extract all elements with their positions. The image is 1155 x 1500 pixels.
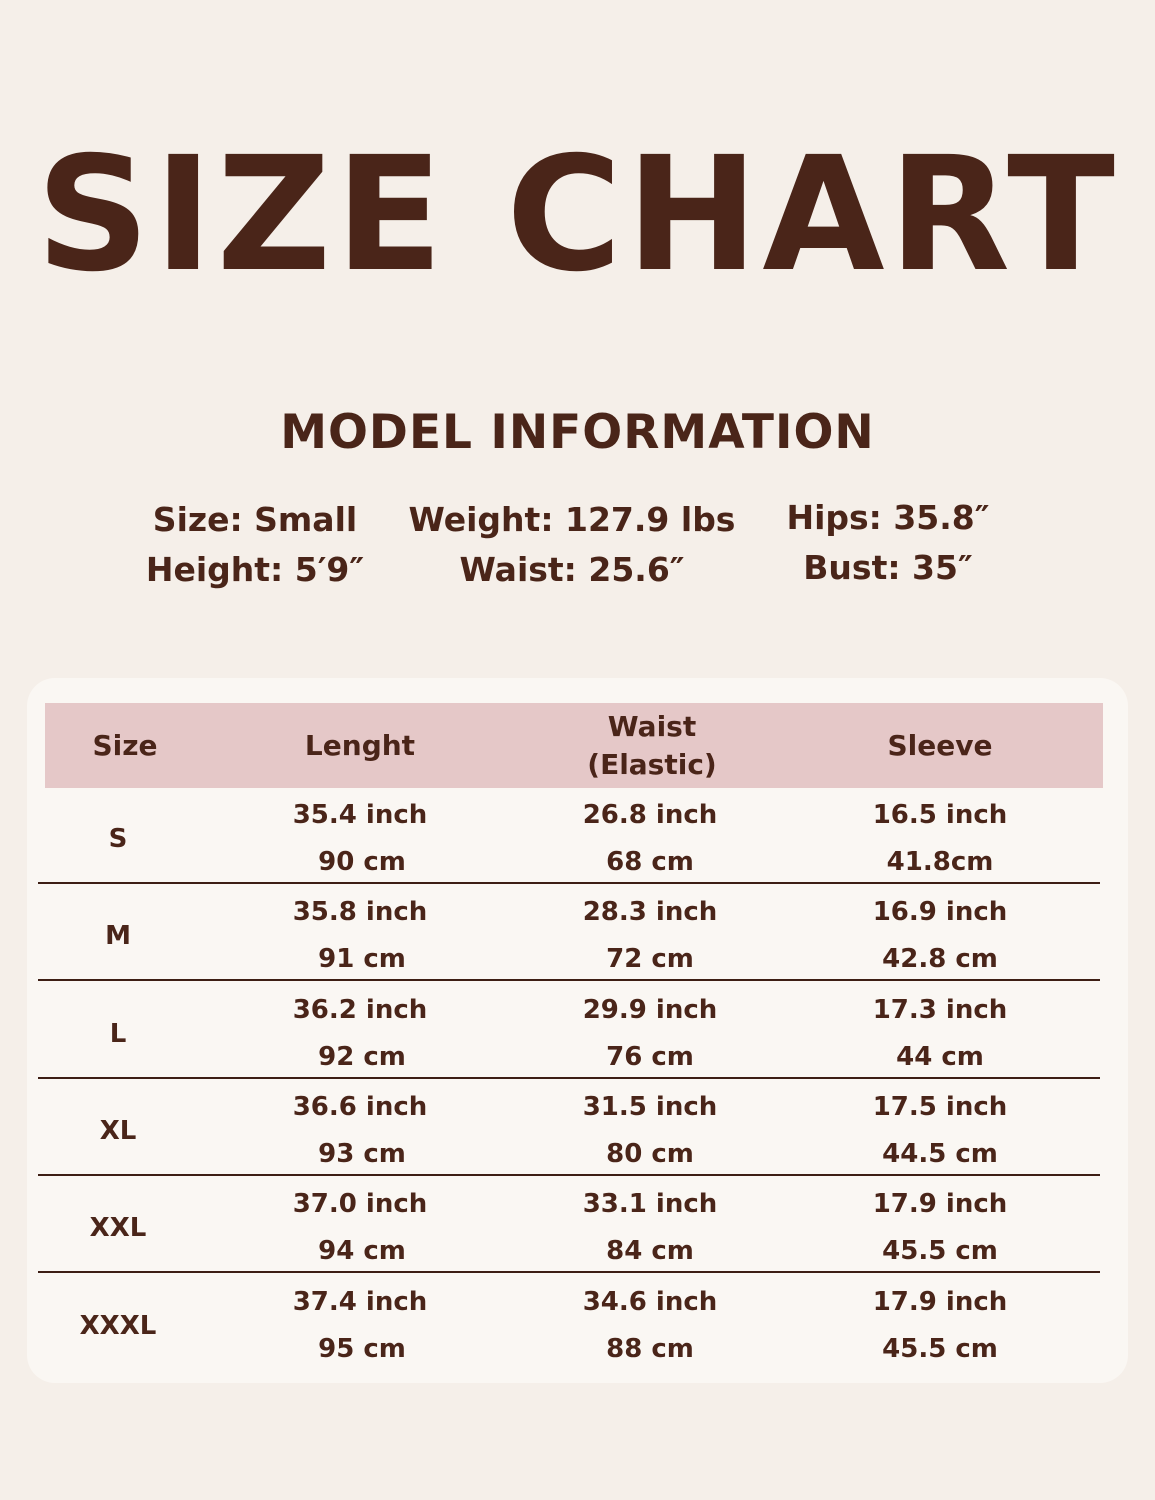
model-weight: Weight: 127.9 lbs [408, 500, 736, 539]
sleeve-cm-cell: 44 cm [896, 1041, 984, 1072]
size-cell: XXL [89, 1213, 147, 1244]
length-cm-cell: 95 cm [318, 1333, 406, 1364]
model-info-heading: MODEL INFORMATION [280, 405, 875, 460]
waist-inch-cell: 29.9 inch [582, 994, 718, 1025]
row-divider [38, 1173, 1100, 1176]
waist-cm-cell: 88 cm [606, 1333, 694, 1364]
waist-cm-cell: 76 cm [606, 1041, 694, 1072]
row-divider [38, 979, 1100, 982]
header-size: Size [92, 728, 158, 762]
table-row: XL 36.6 inch 93 cm 31.5 inch 80 cm 17.5 inch 4… [0, 1080, 1155, 1177]
row-divider [38, 882, 1100, 884]
header-length: Lenght [304, 728, 416, 762]
sleeve-inch-cell: 17.3 inch [872, 994, 1008, 1025]
waist-cm-cell: 68 cm [606, 847, 694, 877]
length-cm-cell: 92 cm [318, 1041, 406, 1072]
length-cm-cell: 93 cm [318, 1138, 406, 1169]
waist-cm-cell: 80 cm [606, 1138, 694, 1169]
header-sleeve: Sleeve [887, 728, 993, 762]
waist-inch-cell: 31.5 inch [582, 1091, 718, 1122]
sleeve-cm-cell: 45.5 cm [882, 1236, 998, 1267]
table-row: M 35.8 inch 91 cm 28.3 inch 72 cm 16.9 inch 42… [0, 885, 1155, 982]
page-title: SIZE CHART [36, 123, 1119, 307]
row-divider [38, 1076, 1100, 1079]
model-hips: Hips: 35.8″ [786, 498, 990, 537]
waist-inch-cell: 34.6 inch [582, 1286, 718, 1317]
header-waist: Waist (Elastic) [587, 709, 717, 781]
model-waist: Waist: 25.6″ [459, 550, 685, 589]
waist-inch-cell: 26.8 inch [582, 800, 718, 830]
waist-inch-cell: 28.3 inch [582, 897, 718, 928]
table-header [45, 703, 1103, 788]
row-divider [38, 1271, 1100, 1274]
table-row: S 35.4 inch 90 cm 26.8 inch 68 cm 16.5 inch 41… [0, 788, 1155, 885]
length-inch-cell: 37.0 inch [292, 1189, 428, 1220]
length-cm-cell: 94 cm [318, 1236, 406, 1267]
sleeve-inch-cell: 16.5 inch [872, 800, 1008, 830]
model-size: Size: Small [152, 500, 358, 539]
size-table-card [27, 678, 1128, 1383]
size-cell: S [108, 824, 128, 854]
table-row: XXL 37.0 inch 94 cm 33.1 inch 84 cm 17.9 inch… [0, 1177, 1155, 1274]
sleeve-cm-cell: 45.5 cm [882, 1333, 998, 1364]
sleeve-inch-cell: 17.9 inch [872, 1189, 1008, 1220]
length-inch-cell: 35.8 inch [292, 897, 428, 928]
length-cm-cell: 90 cm [318, 847, 406, 877]
size-cell: M [105, 921, 131, 952]
model-height: Height: 5′9″ [145, 550, 365, 589]
size-cell: XXXL [79, 1310, 157, 1341]
length-inch-cell: 37.4 inch [292, 1286, 428, 1317]
length-inch-cell: 36.2 inch [292, 994, 428, 1025]
length-cm-cell: 91 cm [318, 944, 406, 975]
sleeve-inch-cell: 16.9 inch [872, 897, 1008, 928]
waist-inch-cell: 33.1 inch [582, 1189, 718, 1220]
length-inch-cell: 36.6 inch [292, 1091, 428, 1122]
sleeve-cm-cell: 41.8cm [886, 847, 994, 877]
waist-cm-cell: 72 cm [606, 944, 694, 975]
waist-cm-cell: 84 cm [606, 1236, 694, 1267]
table-row: L 36.2 inch 92 cm 29.9 inch 76 cm 17.3 inch 44… [0, 983, 1155, 1080]
model-bust: Bust: 35″ [803, 548, 973, 587]
sleeve-inch-cell: 17.5 inch [872, 1091, 1008, 1122]
sleeve-inch-cell: 17.9 inch [872, 1286, 1008, 1317]
table-row: XXXL 37.4 inch 95 cm 34.6 inch 88 cm 17.9 inc… [0, 1275, 1155, 1372]
sleeve-cm-cell: 42.8 cm [882, 944, 998, 975]
length-inch-cell: 35.4 inch [292, 800, 428, 830]
sleeve-cm-cell: 44.5 cm [882, 1138, 998, 1169]
size-cell: L [109, 1018, 127, 1049]
size-cell: XL [99, 1115, 137, 1146]
